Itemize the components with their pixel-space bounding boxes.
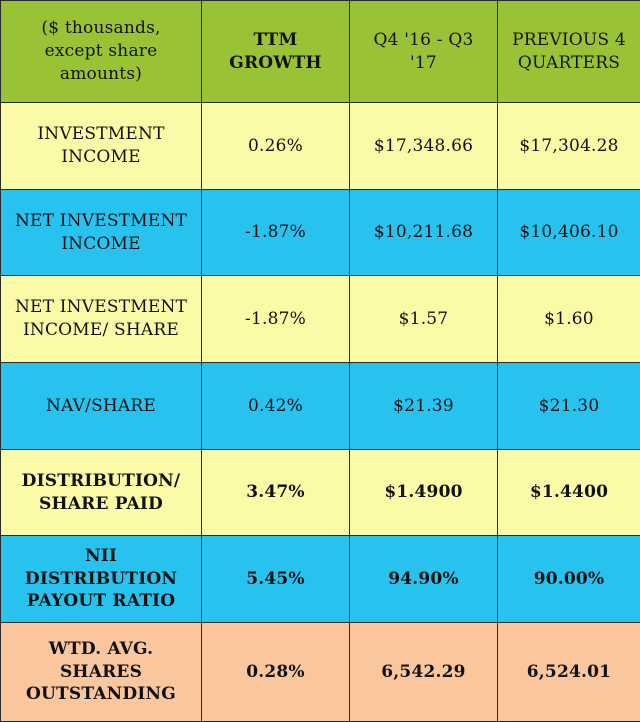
header-cell-previous-period: PREVIOUS 4 QUARTERS xyxy=(498,1,640,103)
row-label: NET INVESTMENT INCOME/ SHARE xyxy=(1,276,202,363)
table-cell: $1.4900 xyxy=(350,450,498,536)
table-cell: 0.42% xyxy=(202,363,350,450)
row-label: INVESTMENT INCOME xyxy=(1,103,202,190)
table-cell: $17,348.66 xyxy=(350,103,498,190)
table-row: DISTRIBUTION/ SHARE PAID 3.47% $1.4900 $… xyxy=(1,450,640,536)
row-label: DISTRIBUTION/ SHARE PAID xyxy=(1,450,202,536)
table-cell: $1.57 xyxy=(350,276,498,363)
header-row: ($ thousands, except share amounts) TTM … xyxy=(1,1,640,103)
table-cell: $10,406.10 xyxy=(498,190,640,276)
table-row: INVESTMENT INCOME 0.26% $17,348.66 $17,3… xyxy=(1,103,640,190)
table-cell: $21.39 xyxy=(350,363,498,450)
table-row: WTD. AVG. SHARES OUTSTANDING 0.28% 6,542… xyxy=(1,623,640,722)
table-cell: $17,304.28 xyxy=(498,103,640,190)
table-cell: 90.00% xyxy=(498,536,640,623)
table-cell: -1.87% xyxy=(202,190,350,276)
table-cell: -1.87% xyxy=(202,276,350,363)
table-cell: 6,524.01 xyxy=(498,623,640,722)
table-cell: 3.47% xyxy=(202,450,350,536)
header-cell-current-period: Q4 '16 - Q3 '17 xyxy=(350,1,498,103)
table-row: NET INVESTMENT INCOME/ SHARE -1.87% $1.5… xyxy=(1,276,640,363)
table-cell: $21.30 xyxy=(498,363,640,450)
table-row: NAV/SHARE 0.42% $21.39 $21.30 xyxy=(1,363,640,450)
row-label: NII DISTRIBUTION PAYOUT RATIO xyxy=(1,536,202,623)
row-label: NAV/SHARE xyxy=(1,363,202,450)
table-row: NII DISTRIBUTION PAYOUT RATIO 5.45% 94.9… xyxy=(1,536,640,623)
header-cell-ttm-growth: TTM GROWTH xyxy=(202,1,350,103)
table-cell: $10,211.68 xyxy=(350,190,498,276)
table-row: NET INVESTMENT INCOME -1.87% $10,211.68 … xyxy=(1,190,640,276)
table-cell: $1.4400 xyxy=(498,450,640,536)
table-cell: 94.90% xyxy=(350,536,498,623)
header-cell-description: ($ thousands, except share amounts) xyxy=(1,1,202,103)
table-cell: 6,542.29 xyxy=(350,623,498,722)
row-label: NET INVESTMENT INCOME xyxy=(1,190,202,276)
table-cell: $1.60 xyxy=(498,276,640,363)
row-label: WTD. AVG. SHARES OUTSTANDING xyxy=(1,623,202,722)
table-cell: 5.45% xyxy=(202,536,350,623)
table-cell: 0.26% xyxy=(202,103,350,190)
table-cell: 0.28% xyxy=(202,623,350,722)
